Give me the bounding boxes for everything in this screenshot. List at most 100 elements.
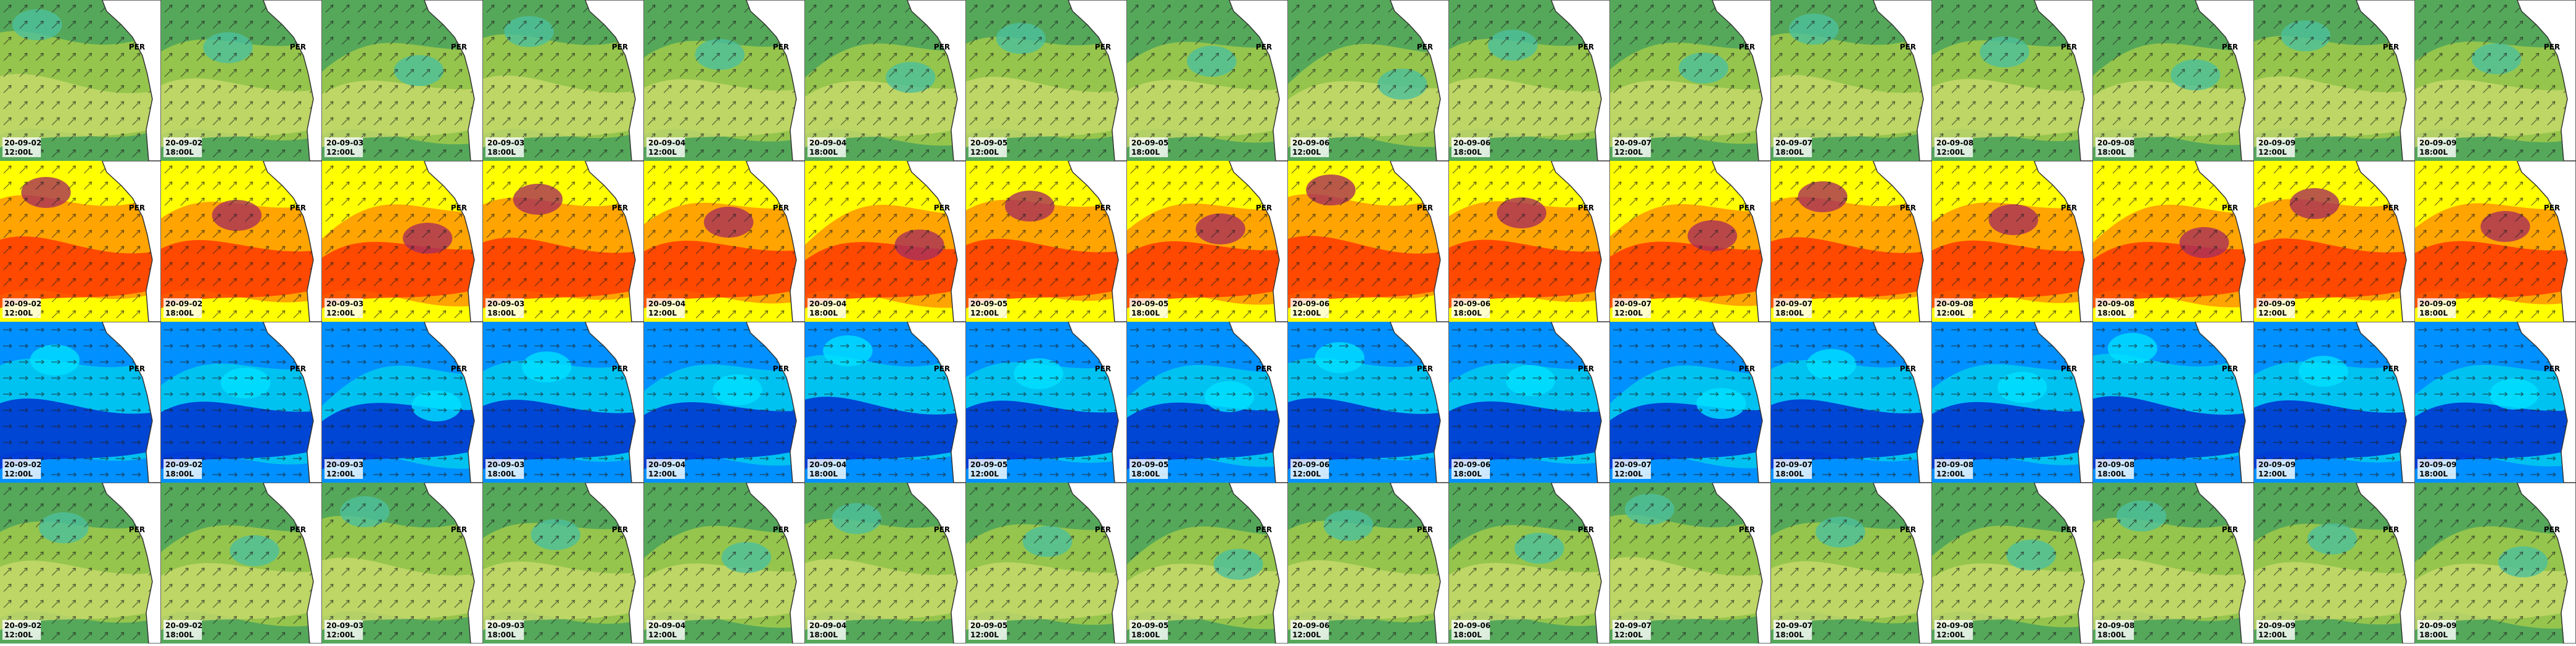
label-bg — [2095, 620, 2134, 640]
land — [746, 0, 805, 161]
label-bg — [2, 620, 41, 640]
label-bg — [2417, 137, 2456, 157]
land — [585, 322, 644, 483]
date-label: 20-09-08 — [2097, 299, 2134, 308]
label-bg — [324, 137, 363, 157]
label-bg — [324, 298, 363, 318]
time-label: 18:00L — [487, 470, 516, 478]
date-label: 20-09-02 — [165, 299, 202, 308]
land — [2356, 0, 2415, 161]
time-label: 18:00L — [165, 309, 194, 317]
label-bg — [1290, 298, 1329, 318]
place-label: PER — [2061, 43, 2077, 51]
time-label: 18:00L — [2097, 631, 2126, 639]
label-bg — [1290, 137, 1329, 157]
place-label: PER — [1417, 204, 1433, 212]
place-label: PER — [1739, 43, 1755, 51]
date-label: 20-09-05 — [1131, 299, 1168, 308]
time-label: 12:00L — [970, 309, 999, 317]
date-label: 20-09-05 — [1131, 139, 1168, 147]
time-label: 18:00L — [1453, 470, 1482, 478]
land — [1712, 322, 1771, 483]
label-bg — [163, 459, 202, 479]
time-label: 18:00L — [809, 470, 838, 478]
label-bg — [2417, 459, 2456, 479]
place-label: PER — [612, 364, 628, 373]
place-label: PER — [290, 43, 306, 51]
date-label: 20-09-02 — [4, 460, 41, 469]
time-label: 12:00L — [1936, 309, 1965, 317]
place-label: PER — [1578, 525, 1594, 534]
label-bg — [2095, 459, 2134, 479]
date-label: 20-09-03 — [487, 299, 524, 308]
label-bg — [2095, 137, 2134, 157]
label-bg — [2095, 298, 2134, 318]
time-label: 12:00L — [1614, 470, 1643, 478]
land — [2195, 322, 2254, 483]
land — [1068, 322, 1127, 483]
date-label: 20-09-06 — [1453, 139, 1490, 147]
time-label: 12:00L — [1292, 309, 1321, 317]
place-label: PER — [1417, 364, 1433, 373]
date-label: 20-09-07 — [1775, 299, 1812, 308]
time-label: 12:00L — [648, 309, 677, 317]
label-bg — [2, 459, 41, 479]
place-label: PER — [773, 43, 789, 51]
date-label: 20-09-09 — [2258, 460, 2295, 469]
land — [1873, 161, 1932, 322]
label-bg — [968, 137, 1007, 157]
place-label: PER — [2383, 525, 2399, 534]
place-label: PER — [2383, 364, 2399, 373]
land — [1390, 161, 1449, 322]
place-label: PER — [2544, 204, 2560, 212]
date-label: 20-09-06 — [1292, 139, 1329, 147]
place-label: PER — [934, 204, 950, 212]
place-label: PER — [2383, 204, 2399, 212]
time-label: 12:00L — [970, 470, 999, 478]
time-label: 18:00L — [165, 470, 194, 478]
land — [102, 322, 161, 483]
land — [1229, 161, 1288, 322]
land — [2356, 322, 2415, 483]
time-label: 18:00L — [1775, 470, 1804, 478]
land — [263, 483, 322, 644]
time-label: 12:00L — [326, 148, 355, 157]
place-label: PER — [2061, 525, 2077, 534]
land — [1873, 483, 1932, 644]
time-label: 18:00L — [165, 148, 194, 157]
time-label: 18:00L — [165, 631, 194, 639]
date-label: 20-09-09 — [2258, 621, 2295, 630]
place-label: PER — [934, 525, 950, 534]
place-label: PER — [1256, 525, 1272, 534]
land — [263, 0, 322, 161]
place-label: PER — [2544, 364, 2560, 373]
